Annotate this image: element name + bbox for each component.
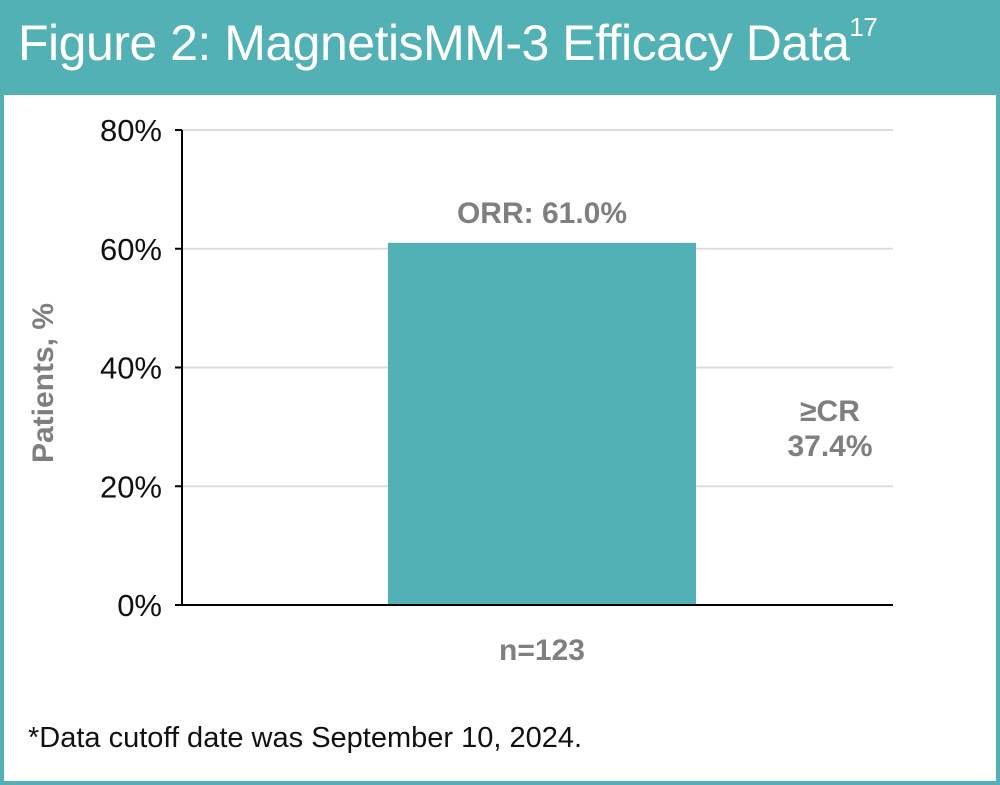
y-tick-label: 0% bbox=[117, 588, 162, 623]
y-tick-label: 60% bbox=[100, 232, 162, 267]
cr-annotation-value: 37.4% bbox=[787, 430, 872, 463]
bar bbox=[388, 242, 696, 605]
bar-value-label: ORR: 61.0% bbox=[457, 197, 627, 230]
title-reference: 17 bbox=[849, 12, 878, 42]
figure-title: Figure 2: MagnetisMM-3 Efficacy Data17 bbox=[18, 12, 878, 72]
x-category-label: n=123 bbox=[499, 634, 585, 667]
y-axis-label: Patients, % bbox=[27, 303, 60, 463]
header-banner: Figure 2: MagnetisMM-3 Efficacy Data17 bbox=[0, 0, 1000, 94]
y-tick-label: 20% bbox=[100, 469, 162, 504]
cr-annotation-label: ≥CR bbox=[800, 395, 860, 428]
footnote: *Data cutoff date was September 10, 2024… bbox=[28, 722, 583, 754]
y-tick-label: 80% bbox=[100, 113, 162, 148]
y-tick-label: 40% bbox=[100, 351, 162, 386]
title-text: Figure 2: MagnetisMM-3 Efficacy Data bbox=[18, 15, 850, 71]
